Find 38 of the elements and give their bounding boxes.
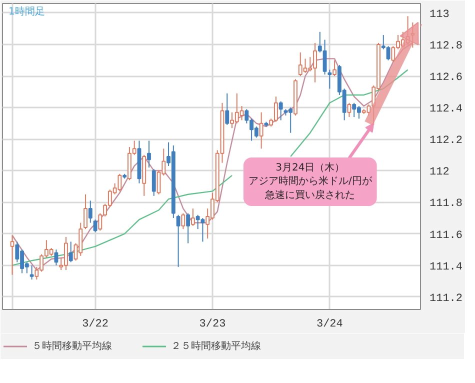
legend-label: ５時間移動平均線 [32,340,112,353]
candlestick [190,208,195,226]
candlestick [10,234,14,276]
candlestick [186,212,190,244]
candlestick [152,168,156,196]
y-tick-label: 111.2 [430,292,463,305]
candlestick [332,60,337,77]
y-tick-label: 111.6 [430,230,463,242]
candlestick [68,241,73,263]
candlestick [225,92,230,126]
candlestick [259,112,264,150]
legend-label: ２５時間移動平均線 [171,340,261,353]
x-tick-label: 3/24 [316,318,344,330]
y-tick-label: 113 [430,8,450,21]
candlestick [181,212,186,230]
candlestick [93,219,98,233]
candlestick [54,249,58,266]
candlestick [328,69,332,90]
candlestick [147,140,151,168]
annotation: 3月24日（木） [276,161,345,174]
candlestick [347,102,352,118]
y-tick-label: 112 [430,166,450,179]
x-tick-label: 3/23 [199,318,226,330]
annotation: 急速に買い戻された [264,188,356,201]
y-tick-label: 111.8 [430,198,463,210]
y-tick-label: 112.2 [430,135,463,148]
candlestick [30,264,34,280]
y-tick-label: 111.4 [430,261,463,274]
candlestick [278,100,283,121]
candlestick [88,200,92,224]
annotation: アジア時間から米ドル/円が [248,175,373,188]
chart-title: 1時間足 [8,6,45,18]
y-tick-label: 112.4 [430,104,463,116]
x-tick-label: 3/22 [82,318,108,330]
candlestick [84,194,88,230]
y-tick-label: 112.6 [430,72,463,84]
y-tick-label: 112.8 [430,40,463,53]
candlestick [176,214,180,268]
